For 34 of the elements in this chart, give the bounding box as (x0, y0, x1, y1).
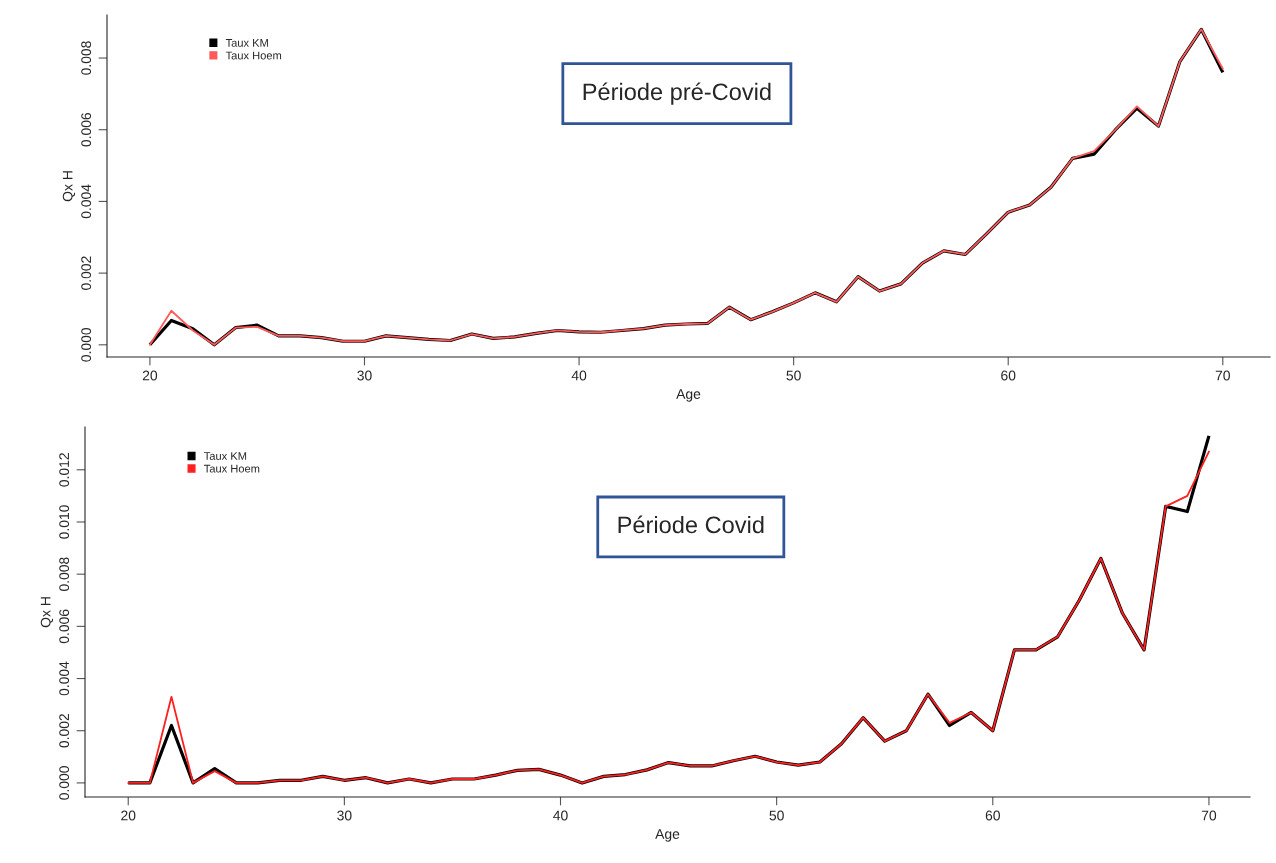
x-tick-label: 30 (357, 370, 372, 381)
legend-label: Taux KM (204, 452, 247, 460)
text: Période Covid (618, 515, 764, 534)
y-tick-label: 0.004 (59, 661, 70, 696)
x-tick-label: 50 (786, 370, 801, 381)
y-axis-title: Qx H (62, 171, 76, 202)
x-tick-label: 60 (985, 810, 1000, 821)
x-tick-label: 20 (142, 370, 158, 381)
y-tick-label: 0.008 (59, 557, 70, 591)
y-tick-label: 0.004 (81, 184, 92, 219)
legend-label: Taux Hoem (225, 51, 282, 60)
x-tick-label: 70 (1201, 810, 1217, 821)
x-tick-label: 30 (337, 810, 352, 821)
y-tick-label: 0.000 (81, 327, 92, 362)
y-axis-title: Qx H (40, 597, 54, 628)
y-tick-label: 0.010 (59, 505, 70, 539)
y-tick-label: 0.002 (81, 256, 92, 290)
y-tick-label: 0.000 (59, 766, 70, 800)
x-tick-label: 50 (769, 810, 784, 821)
y-tick-label: 0.006 (59, 609, 70, 644)
text: Période pré-Covid (583, 82, 771, 105)
y-tick-label: 0.008 (81, 41, 92, 75)
y-tick-label: 0.012 (59, 453, 70, 487)
legend-label: Taux KM (225, 39, 268, 47)
x-tick-label: 20 (121, 810, 136, 821)
x-tick-label: 60 (1001, 370, 1016, 381)
y-tick-label: 0.002 (59, 714, 70, 748)
y-tick-label: 0.006 (81, 112, 92, 147)
x-tick-label: 40 (553, 810, 568, 821)
x-tick-label: 70 (1215, 370, 1230, 381)
legend-label: Taux Hoem (204, 464, 260, 473)
x-axis-title: Age (655, 829, 680, 842)
x-tick-label: 40 (571, 370, 587, 381)
x-axis-title: Age (676, 389, 701, 402)
